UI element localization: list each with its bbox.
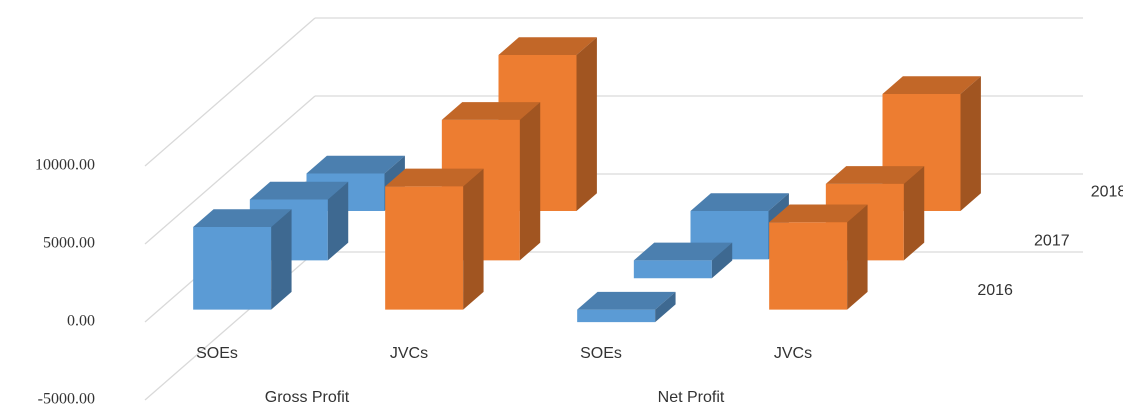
x-tick-label: SOEs (196, 345, 238, 362)
bar-side (271, 209, 292, 310)
y-tick-label: 10000.00 (35, 157, 95, 174)
y-tick-label: 0.00 (67, 313, 95, 330)
bar-front (193, 226, 272, 310)
y-tick-label: -5000.00 (38, 391, 95, 408)
bar-side (463, 168, 484, 310)
bar-side (903, 166, 925, 261)
bar-top (193, 209, 292, 227)
x-tick-label: JVCs (390, 345, 428, 362)
bar-side (327, 181, 349, 261)
bar-top (249, 181, 349, 200)
bar-top (825, 166, 925, 184)
bar-side (576, 37, 597, 211)
bar-side (711, 242, 733, 279)
bar-top (498, 37, 597, 55)
bar-side (847, 204, 868, 310)
bar-top (441, 102, 541, 120)
bar-front (385, 186, 464, 310)
grid-line (144, 95, 316, 245)
bar-front (577, 309, 656, 323)
bar-side (519, 102, 541, 261)
bar-top (882, 76, 981, 94)
bar-top (690, 193, 789, 211)
grid-line (144, 17, 316, 167)
bar-top (633, 242, 733, 261)
bar-top (577, 291, 676, 310)
depth-label: 2018 (1091, 183, 1123, 200)
bar-top (769, 204, 868, 223)
bar-top (385, 168, 484, 187)
bar-front (633, 260, 712, 279)
bar-side (960, 76, 981, 212)
depth-label: 2017 (1034, 233, 1070, 250)
bar-front (769, 222, 848, 310)
bar-top (306, 155, 405, 174)
x-tick-label: JVCs (774, 345, 812, 362)
x-tick-label: SOEs (580, 345, 622, 362)
bar-side (655, 291, 676, 323)
group-label: Net Profit (658, 389, 725, 406)
depth-label: 2016 (977, 282, 1013, 299)
y-tick-label: 5000.00 (43, 235, 95, 252)
group-label: Gross Profit (265, 389, 350, 406)
